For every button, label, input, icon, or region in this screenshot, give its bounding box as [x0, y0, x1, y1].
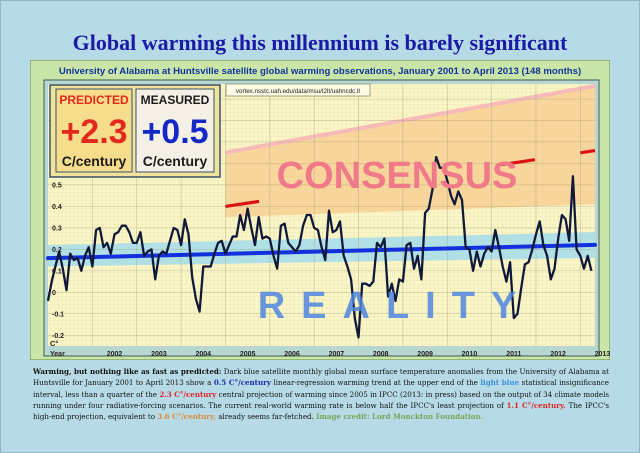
x-tick-label: 2013	[595, 351, 610, 358]
source-url-box	[225, 83, 371, 97]
projection-line	[225, 148, 596, 208]
consensus-label: CONSENSUS	[277, 155, 518, 197]
x-tick-label: 2007	[329, 351, 345, 358]
caption: Warming, but nothing like as fast as pre…	[33, 366, 609, 422]
page-title: Global warming this millennium is barely…	[72, 30, 568, 55]
predicted-value: +2.3	[60, 113, 127, 151]
caption-rate-high: 3.6 C°/century,	[157, 412, 216, 422]
trend-line	[46, 242, 597, 261]
y-axis-label: C°	[50, 339, 58, 348]
series-line	[46, 155, 593, 339]
predicted-unit: C/century	[62, 153, 127, 169]
y-tick-label: 0.1	[52, 268, 62, 275]
source-url: vortex.nsstc.uah.edu/data/msu/t2lt/uahnc…	[236, 88, 360, 95]
measured-unit: C/century	[143, 153, 208, 169]
x-tick-label: 2009	[417, 351, 433, 358]
y-tick-label: -0.1	[52, 311, 64, 318]
consensus-band-edge	[225, 84, 595, 155]
caption-rate-measured: 0.5 C°/century	[213, 378, 271, 388]
x-tick-label: 2005	[240, 351, 256, 358]
x-tick-label: 2010	[462, 351, 478, 358]
y-tick-label: 0.2	[52, 247, 62, 254]
x-tick-label: 2006	[284, 351, 300, 358]
consensus-band	[225, 84, 595, 218]
chart-title: University of Alabama at Huntsville sate…	[59, 66, 581, 77]
y-tick-label: 0.4	[52, 204, 62, 211]
measured-value: +0.5	[141, 113, 208, 151]
projection-line-end	[580, 148, 596, 155]
caption-text-6: already seems far-fetched.	[215, 412, 317, 422]
x-tick-label: 2012	[550, 351, 566, 358]
chart: University of Alabama at Huntsville sate…	[30, 60, 610, 360]
caption-text-1: Dark blue satellite monthly global mean …	[33, 367, 610, 388]
measured-heading: MEASURED	[141, 93, 210, 107]
caption-text-2: linear-regression warming trend at the u…	[270, 378, 481, 388]
x-tick-label: 2003	[151, 351, 167, 358]
predicted-heading: PREDICTED	[59, 93, 129, 107]
y-tick-label: -0.2	[52, 333, 64, 340]
caption-credit: Image credit: Lord Monckton Foundation.	[316, 412, 484, 422]
x-axis-label: Year	[50, 351, 65, 358]
x-tick-label: 2011	[506, 351, 521, 358]
y-tick-label: 0	[52, 290, 56, 297]
x-tick-label: 2002	[107, 351, 123, 358]
y-tick-label: 0.5	[52, 182, 62, 189]
measured-box	[135, 88, 215, 173]
predicted-box	[55, 88, 133, 173]
x-tick-label: 2008	[373, 351, 389, 358]
y-tick-label: 0.3	[52, 225, 62, 232]
caption-rate-predicted: 2.3 C°/century	[159, 389, 217, 399]
caption-text-5: The IPCC's high-end projection, equivale…	[33, 400, 609, 422]
caption-rate-least: 1.1 C°/century.	[506, 400, 566, 410]
caption-text-3: statistical insignificance interval, les…	[33, 378, 609, 399]
reality-label: REALITY	[258, 285, 533, 327]
rate-legend: PREDICTED +2.3 C/century MEASURED +0.5 C…	[49, 84, 221, 178]
caption-lead: Warming, but nothing like as fast as pre…	[33, 367, 222, 376]
x-tick-label: 2004	[195, 351, 211, 358]
caption-text-4: central projection of warming since 2005…	[33, 389, 609, 410]
caption-band: light blue	[480, 378, 520, 388]
